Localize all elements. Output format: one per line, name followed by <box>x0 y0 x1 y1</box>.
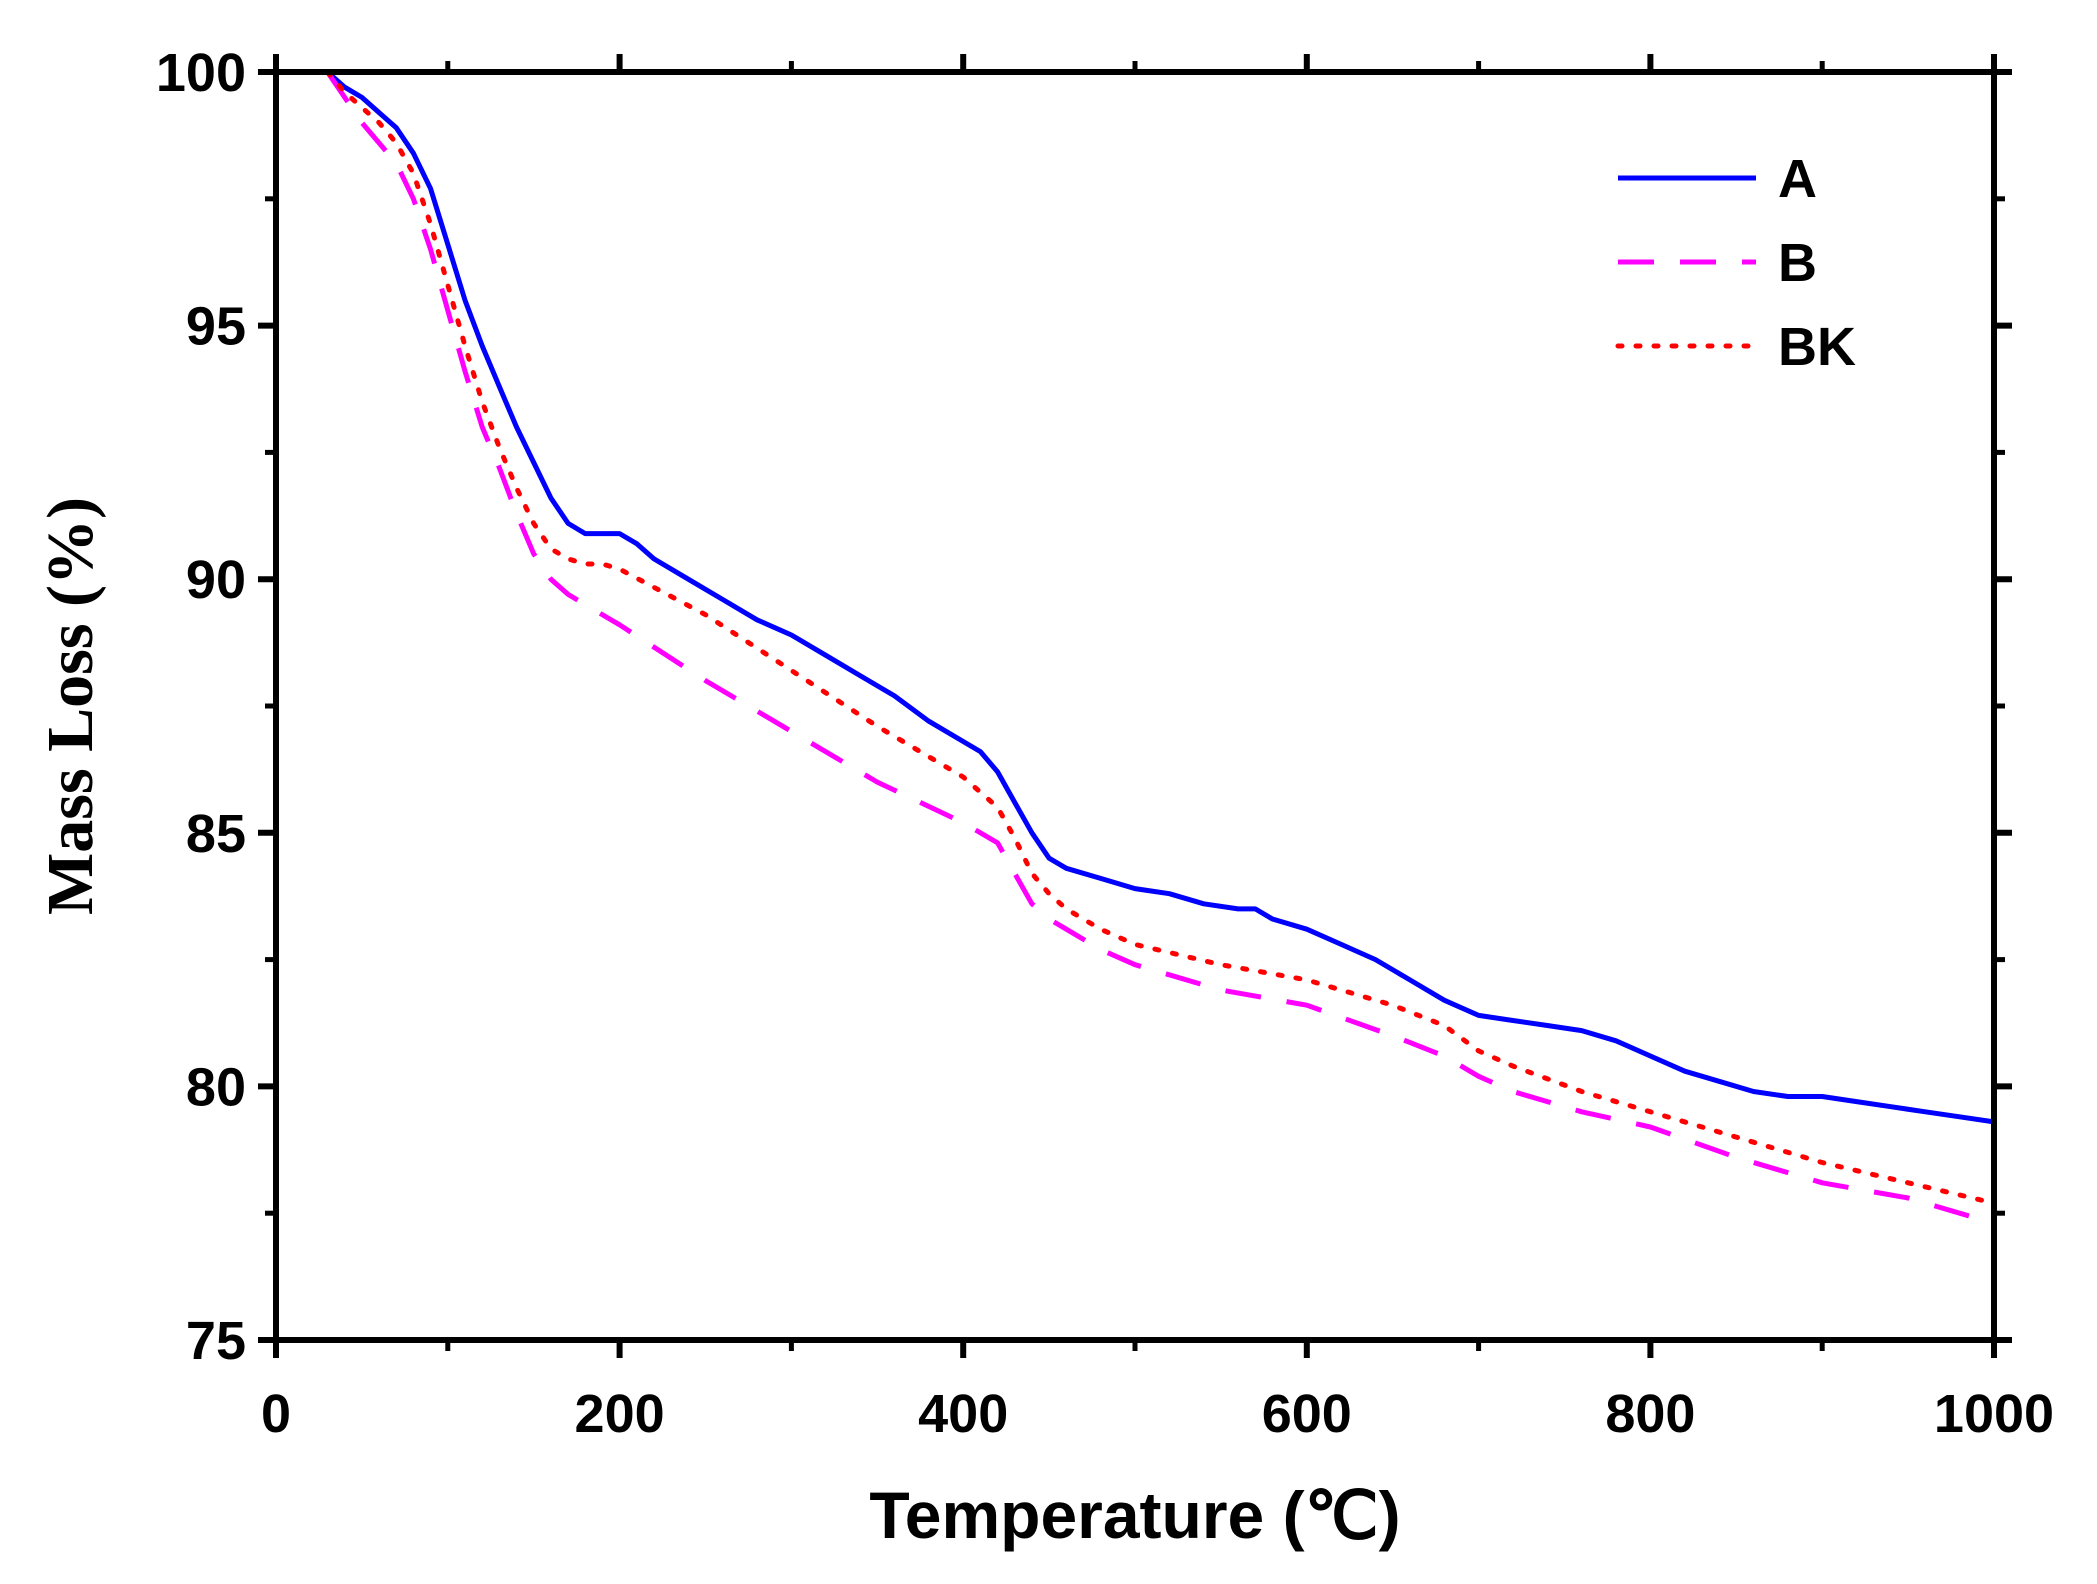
axis-tick-labels: 0 200 400 600 800 1000 75 80 85 90 95 100 <box>156 43 2054 1444</box>
series-layer <box>325 69 1997 1226</box>
y-axis-title: Mass Loss (%) <box>34 497 107 915</box>
x-axis-title: Temperature (℃) <box>869 1478 1400 1552</box>
legend-label-a: A <box>1778 149 1817 209</box>
y-tick-label: 80 <box>186 1057 246 1117</box>
x-tick-label: 1000 <box>1934 1384 2054 1444</box>
legend-label-b: B <box>1778 233 1817 293</box>
axis-ticks <box>258 54 2012 1358</box>
y-tick-label: 85 <box>186 804 246 864</box>
series-line-a <box>325 70 1995 1125</box>
x-tick-label: 800 <box>1605 1384 1695 1444</box>
x-tick-label: 600 <box>1262 1384 1352 1444</box>
y-tick-label: 75 <box>186 1311 246 1371</box>
y-tick-label: 100 <box>156 43 246 103</box>
series-line-bk <box>325 69 1997 1206</box>
y-tick-label: 95 <box>186 297 246 357</box>
x-tick-label: 200 <box>575 1384 665 1444</box>
legend-label-bk: BK <box>1778 317 1856 377</box>
y-tick-label: 90 <box>186 550 246 610</box>
plot-frame <box>273 69 1997 1343</box>
series-line-b <box>325 70 1995 1226</box>
x-tick-label: 0 <box>261 1384 291 1444</box>
legend: AB BK <box>1615 149 1856 377</box>
x-tick-label: 400 <box>918 1384 1008 1444</box>
